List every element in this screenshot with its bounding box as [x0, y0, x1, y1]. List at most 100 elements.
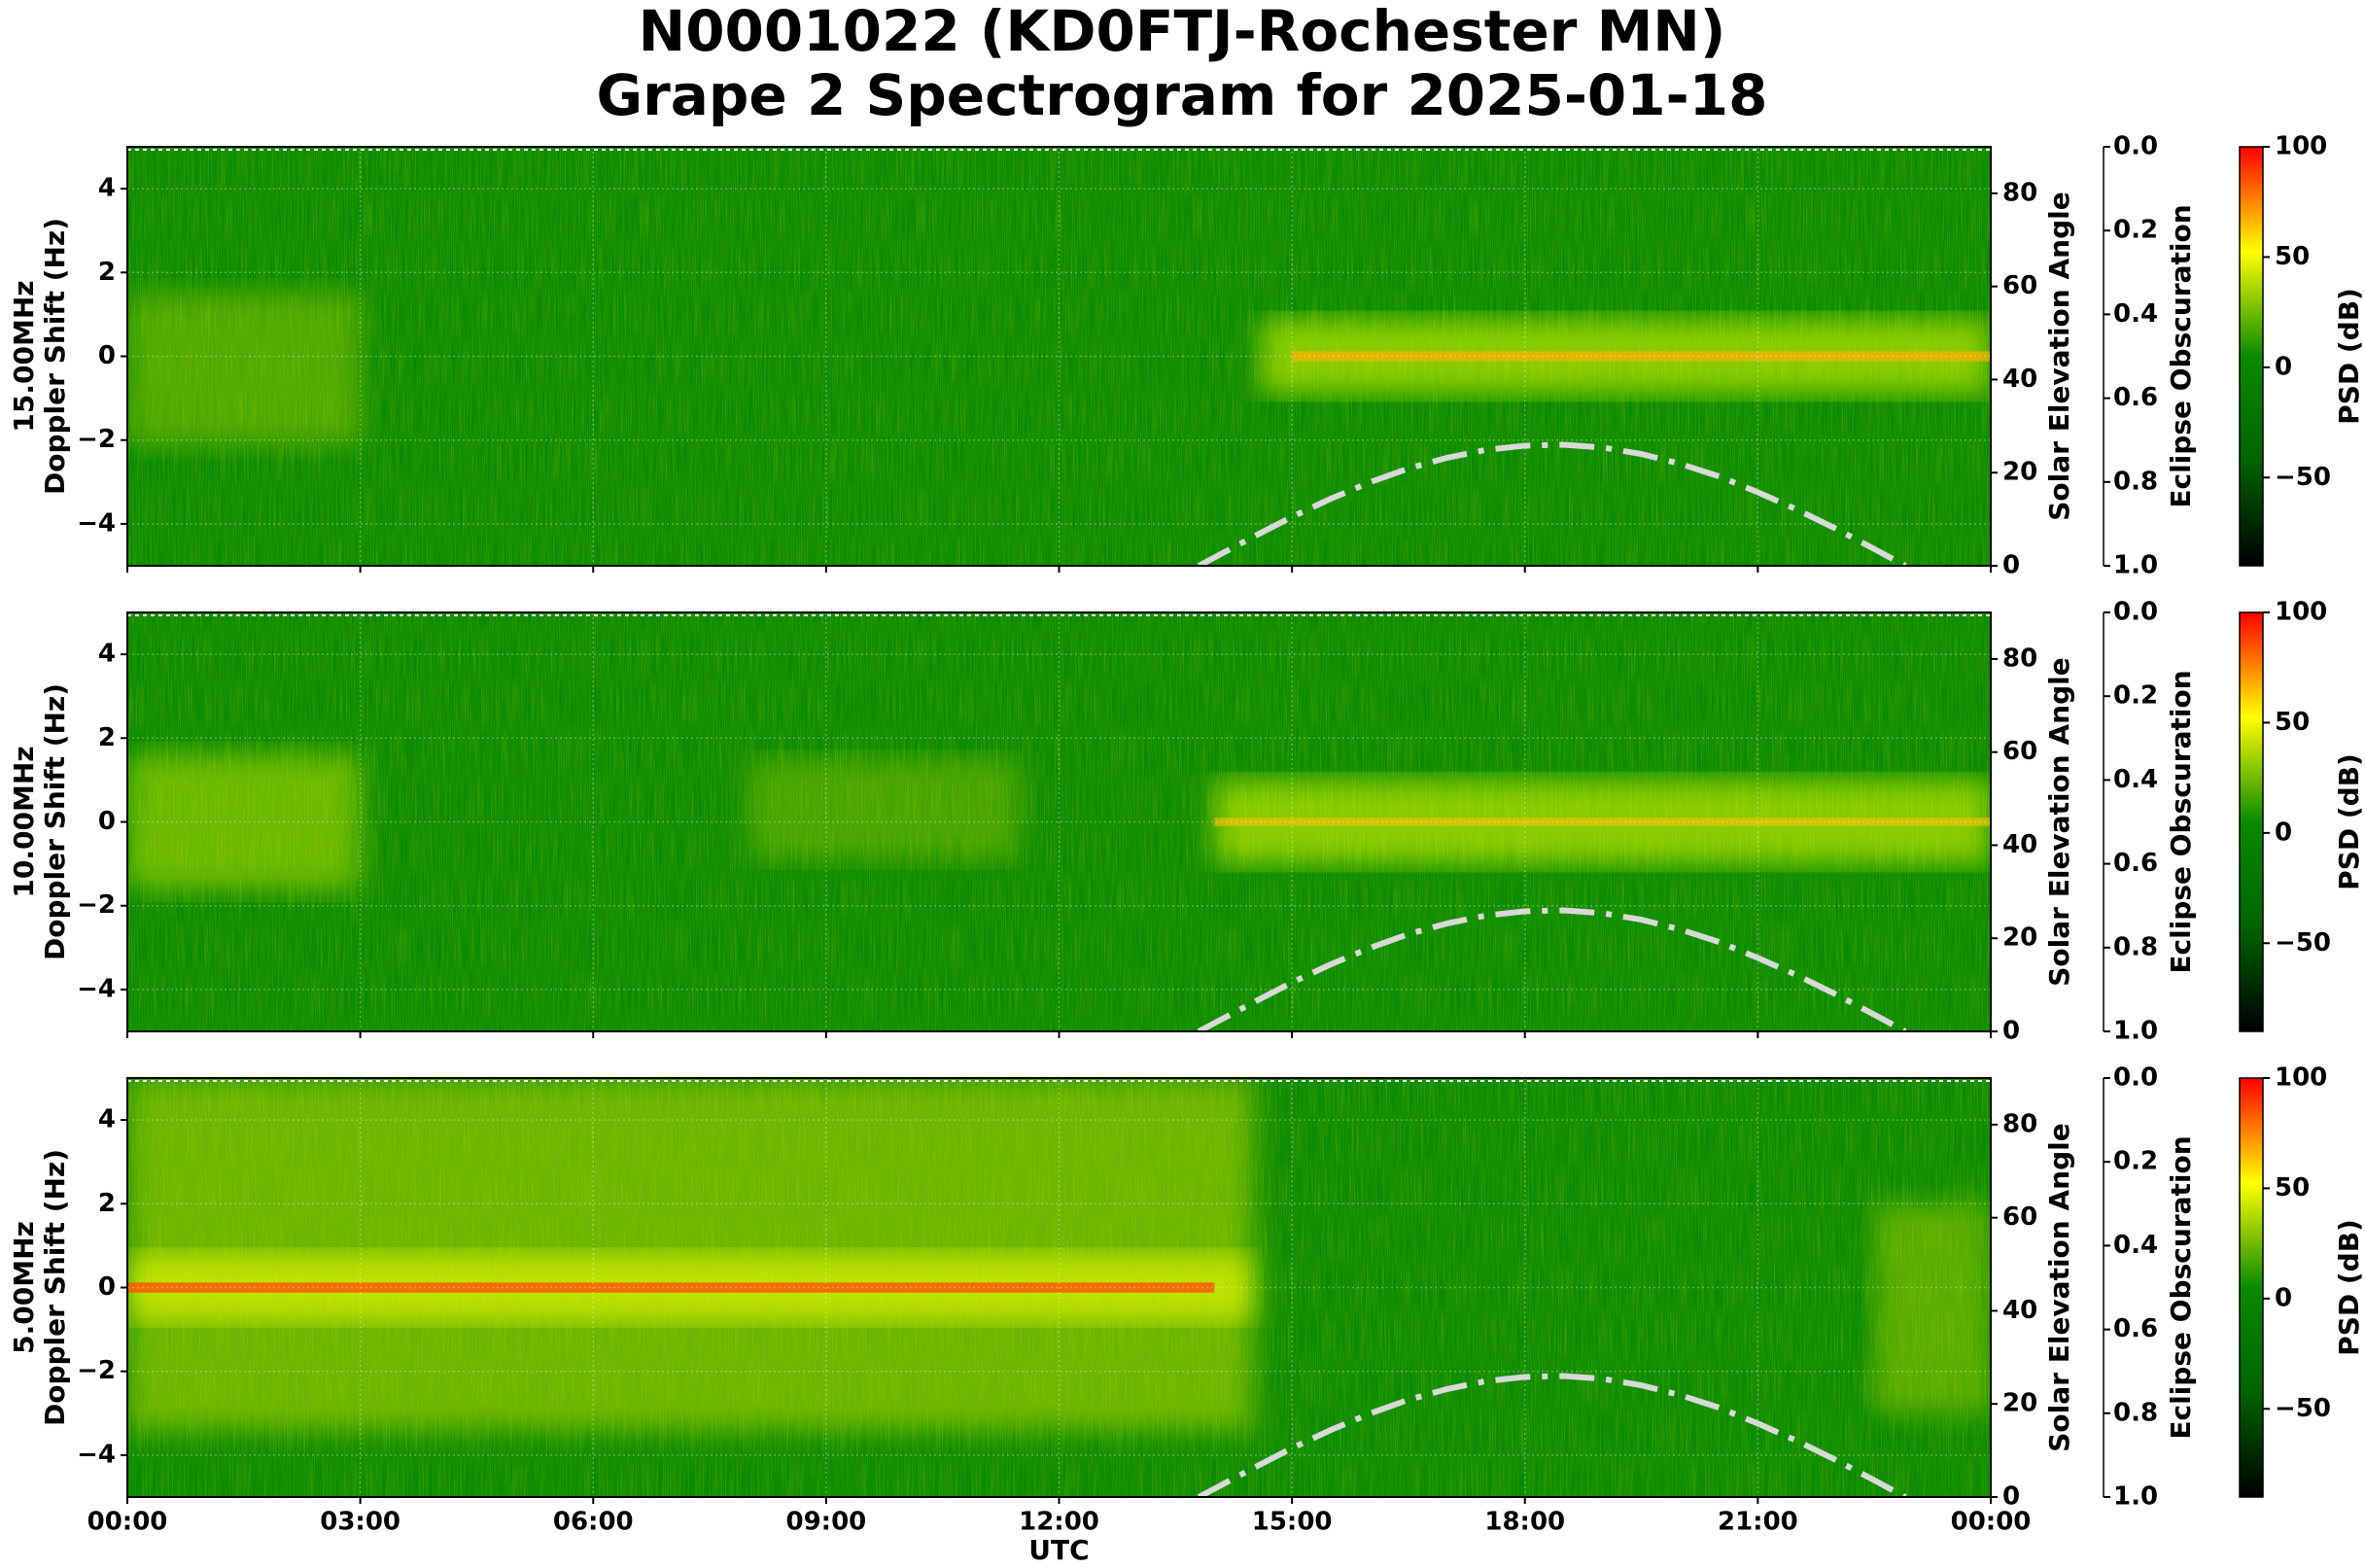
signal-glow	[1214, 818, 1991, 826]
y-axis-label: Doppler Shift (Hz)	[39, 218, 71, 495]
y-tick-label: 2	[98, 723, 116, 752]
colorbar	[2239, 1077, 2264, 1498]
x-tick-label: 00:00	[87, 1508, 168, 1537]
x-tick-label: 12:00	[1019, 1508, 1099, 1537]
y3-tick-label: 0.4	[2113, 299, 2158, 329]
signal-glow	[127, 1282, 1215, 1293]
plot-area	[127, 1078, 1991, 1497]
y3-tick-label: 1.0	[2113, 1482, 2158, 1512]
y3-tick-label: 0.0	[2113, 1063, 2158, 1093]
y3-tick-label: 0.4	[2113, 765, 2158, 794]
colorbar-tick-label: 50	[2275, 1173, 2310, 1202]
y2-tick-label: 40	[2002, 365, 2037, 394]
y3-tick-label: 1.0	[2113, 1017, 2158, 1046]
x-tick-label: 03:00	[320, 1508, 400, 1537]
y3-tick-label: 0.2	[2113, 216, 2158, 245]
y2-tick-label: 0	[2002, 1482, 2020, 1512]
chart-title: N0001022 (KD0FTJ-Rochester MN)	[639, 0, 1726, 64]
x-tick-label: 18:00	[1484, 1508, 1565, 1537]
y-tick-label: 2	[98, 258, 116, 287]
y2-tick-label: 0	[2002, 1017, 2020, 1046]
y-tick-label: −4	[77, 508, 116, 538]
y3-tick-label: 0.6	[2113, 1314, 2158, 1343]
y3-tick-label: 0.0	[2113, 132, 2158, 161]
y-tick-label: 4	[98, 640, 116, 669]
y3-tick-label: 0.8	[2113, 467, 2158, 496]
plot-area	[127, 612, 1991, 1031]
y-tick-label: 2	[98, 1189, 116, 1218]
y3-tick-label: 0.8	[2113, 1398, 2158, 1427]
y-tick-label: 0	[98, 1272, 116, 1302]
y-tick-label: 4	[98, 174, 116, 203]
signal-glow	[1874, 1203, 1991, 1413]
chart-subtitle: Grape 2 Spectrogram for 2025-01-18	[597, 62, 1768, 128]
y3-tick-label: 0.2	[2113, 1147, 2158, 1176]
colorbar-tick-label: 100	[2275, 598, 2327, 627]
y2-tick-label: 80	[2002, 1109, 2037, 1138]
colorbar	[2239, 146, 2264, 567]
x-tick-label: 09:00	[785, 1508, 866, 1537]
colorbar-label: PSD (dB)	[2333, 753, 2365, 890]
y-tick-label: 4	[98, 1105, 116, 1134]
solar-elevation-line	[1197, 907, 1907, 1031]
x-axis-label: UTC	[1028, 1534, 1089, 1566]
colorbar-tick-label: 50	[2275, 708, 2310, 737]
y3-axis-label: Eclipse Obscuration	[2165, 670, 2197, 973]
y3-axis-label: Eclipse Obscuration	[2165, 1135, 2197, 1439]
y3-axis-label: Eclipse Obscuration	[2165, 204, 2197, 507]
signal-glow	[748, 758, 1021, 860]
y-axis-label: 15.00MHz	[8, 280, 40, 432]
colorbar-label: PSD (dB)	[2333, 288, 2365, 425]
colorbar	[2239, 611, 2264, 1032]
x-tick-label: 00:00	[1951, 1508, 2032, 1537]
y2-tick-label: 60	[2002, 1202, 2037, 1232]
solar-elevation-line	[1197, 441, 1907, 566]
y-tick-label: −4	[77, 1440, 116, 1469]
x-tick-label: 15:00	[1252, 1508, 1333, 1537]
y-axis-label: Doppler Shift (Hz)	[39, 1149, 71, 1426]
y3-tick-label: 0.8	[2113, 932, 2158, 961]
x-tick-label: 06:00	[553, 1508, 634, 1537]
y3-tick-label: 0.6	[2113, 849, 2158, 878]
colorbar-tick-label: 0	[2275, 352, 2292, 381]
y2-tick-label: 40	[2002, 1296, 2037, 1325]
colorbar-tick-label: 50	[2275, 242, 2310, 271]
y-tick-label: 0	[98, 341, 116, 370]
colorbar-tick-label: 0	[2275, 818, 2292, 847]
y3-tick-label: 1.0	[2113, 551, 2158, 580]
y2-tick-label: 80	[2002, 178, 2037, 207]
y2-tick-label: 80	[2002, 644, 2037, 673]
y-tick-label: 0	[98, 807, 116, 836]
y-axis-label: 10.00MHz	[8, 746, 40, 897]
y2-tick-label: 60	[2002, 737, 2037, 766]
y-tick-label: −2	[77, 425, 116, 454]
y-axis-label: 5.00MHz	[8, 1221, 40, 1354]
signal-glow	[127, 293, 361, 445]
y-tick-label: −2	[77, 1356, 116, 1385]
y2-axis-label: Solar Elevation Angle	[2043, 657, 2075, 986]
y2-tick-label: 0	[2002, 551, 2020, 580]
y2-tick-label: 60	[2002, 271, 2037, 300]
colorbar-tick-label: −50	[2275, 928, 2331, 958]
signal-glow	[127, 754, 361, 889]
signal-glow	[1292, 351, 1991, 362]
y3-tick-label: 0.2	[2113, 681, 2158, 711]
y-axis-label: Doppler Shift (Hz)	[39, 683, 71, 960]
colorbar-tick-label: −50	[2275, 463, 2331, 492]
colorbar-tick-label: −50	[2275, 1394, 2331, 1423]
y2-tick-label: 20	[2002, 458, 2037, 487]
y2-tick-label: 40	[2002, 830, 2037, 859]
y3-tick-label: 0.4	[2113, 1231, 2158, 1260]
solar-elevation-line	[1197, 1373, 1907, 1497]
y2-tick-label: 20	[2002, 1389, 2037, 1418]
y2-axis-label: Solar Elevation Angle	[2043, 192, 2075, 520]
y2-axis-label: Solar Elevation Angle	[2043, 1123, 2075, 1451]
x-tick-label: 21:00	[1718, 1508, 1798, 1537]
y3-tick-label: 0.6	[2113, 383, 2158, 412]
plot-area	[127, 147, 1991, 566]
y2-tick-label: 20	[2002, 923, 2037, 953]
colorbar-tick-label: 0	[2275, 1283, 2292, 1312]
colorbar-tick-label: 100	[2275, 1063, 2327, 1093]
y-tick-label: −4	[77, 974, 116, 1003]
